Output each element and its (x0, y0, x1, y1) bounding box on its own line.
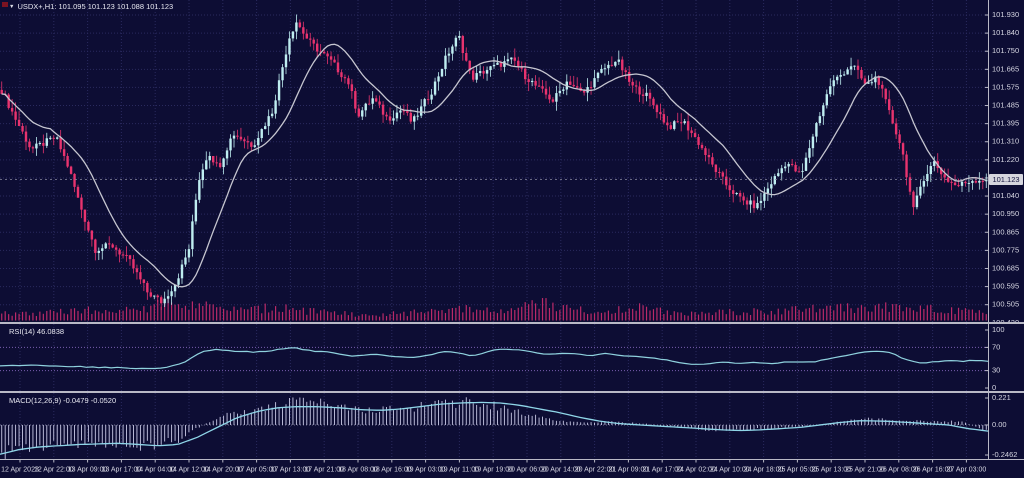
collapse-dropdown-icon[interactable]: ▼ (9, 3, 15, 10)
svg-text:24 Apr 18:00: 24 Apr 18:00 (744, 466, 784, 473)
svg-text:18 Apr 16:00: 18 Apr 16:00 (372, 466, 412, 473)
svg-text:101.040: 101.040 (992, 191, 1019, 200)
svg-text:26 Apr 16:00: 26 Apr 16:00 (913, 466, 953, 473)
svg-text:25 Apr 05:00: 25 Apr 05:00 (778, 466, 818, 473)
svg-text:13 Apr 09:00: 13 Apr 09:00 (68, 466, 108, 473)
svg-text:27 Apr 03:00: 27 Apr 03:00 (947, 466, 987, 473)
svg-text:12 Apr 2023: 12 Apr 2023 (1, 466, 39, 473)
svg-text:101.665: 101.665 (992, 64, 1019, 73)
svg-text:25 Apr 13:00: 25 Apr 13:00 (811, 466, 851, 473)
svg-text:21 Apr 09:00: 21 Apr 09:00 (609, 466, 649, 473)
svg-text:0.00: 0.00 (992, 420, 1007, 429)
svg-text:100.595: 100.595 (992, 282, 1019, 291)
chart-header: ▼ USDX+,H1: 101.095 101.123 101.088 101.… (9, 2, 173, 11)
symbol-ohlc-title: USDX+,H1: 101.095 101.123 101.088 101.12… (17, 2, 174, 11)
svg-text:26 Apr 08:00: 26 Apr 08:00 (879, 466, 919, 473)
svg-text:21 Apr 17:00: 21 Apr 17:00 (642, 466, 682, 473)
svg-text:100.865: 100.865 (992, 227, 1019, 236)
svg-text:13 Apr 17:00: 13 Apr 17:00 (102, 466, 142, 473)
svg-text:17 Apr 05:00: 17 Apr 05:00 (237, 466, 277, 473)
svg-text:19 Apr 11:00: 19 Apr 11:00 (440, 466, 479, 473)
svg-text:100.950: 100.950 (992, 209, 1019, 218)
svg-text:25 Apr 21:00: 25 Apr 21:00 (845, 466, 885, 473)
svg-text:0: 0 (992, 383, 996, 391)
svg-text:12 Apr 22:00: 12 Apr 22:00 (34, 466, 74, 473)
svg-text:101.930: 101.930 (992, 10, 1019, 19)
svg-text:-0.2462: -0.2462 (992, 450, 1017, 459)
svg-text:100.420: 100.420 (992, 318, 1019, 322)
svg-text:101.575: 101.575 (992, 82, 1019, 91)
svg-text:100: 100 (992, 325, 1005, 334)
panel-separator[interactable] (0, 322, 1024, 324)
svg-text:30: 30 (992, 366, 1000, 375)
svg-text:20 Apr 22:00: 20 Apr 22:00 (575, 466, 615, 473)
svg-text:24 Apr 10:00: 24 Apr 10:00 (710, 466, 750, 473)
svg-text:101.310: 101.310 (992, 137, 1019, 146)
macd-indicator-chart[interactable]: 0.221 0.00 -0.2462 (0, 393, 1024, 459)
main-price-chart[interactable]: 101.930 101.840 101.750 101.665 101.575 101.4… (0, 0, 1024, 322)
svg-text:100.775: 100.775 (992, 245, 1019, 254)
svg-text:20 Apr 06:00: 20 Apr 06:00 (507, 466, 547, 473)
svg-text:17 Apr 21:00: 17 Apr 21:00 (304, 466, 344, 473)
svg-text:101.840: 101.840 (992, 28, 1019, 37)
panel-separator (0, 459, 1024, 460)
svg-text:19 Apr 19:00: 19 Apr 19:00 (473, 466, 513, 473)
svg-text:14 Apr 12:00: 14 Apr 12:00 (169, 466, 209, 473)
svg-text:101.395: 101.395 (992, 119, 1019, 128)
svg-text:14 Apr 20:00: 14 Apr 20:00 (203, 466, 243, 473)
rsi-indicator-label: RSI(14) 46.0838 (9, 327, 65, 336)
panel-separator[interactable] (0, 391, 1024, 393)
svg-text:101.485: 101.485 (992, 101, 1019, 110)
svg-text:24 Apr 02:00: 24 Apr 02:00 (676, 466, 716, 473)
svg-text:19 Apr 03:00: 19 Apr 03:00 (406, 466, 446, 473)
svg-text:14 Apr 04:00: 14 Apr 04:00 (135, 466, 175, 473)
svg-text:17 Apr 13:00: 17 Apr 13:00 (271, 466, 311, 473)
window-corner-marker (2, 2, 8, 7)
svg-text:70: 70 (992, 342, 1000, 351)
macd-indicator-label: MACD(12,26,9) -0.0479 -0.0520 (9, 396, 117, 405)
rsi-indicator-chart[interactable]: 100 70 30 0 (0, 324, 1024, 391)
current-price-tag: 101.123 (989, 174, 1023, 185)
svg-text:100.685: 100.685 (992, 263, 1019, 272)
svg-text:20 Apr 14:00: 20 Apr 14:00 (541, 466, 581, 473)
svg-text:18 Apr 08:00: 18 Apr 08:00 (338, 466, 378, 473)
price-axis-border (988, 0, 989, 459)
svg-text:101.220: 101.220 (992, 155, 1019, 164)
svg-text:101.750: 101.750 (992, 46, 1019, 55)
svg-text:0.221: 0.221 (992, 393, 1011, 402)
svg-text:100.505: 100.505 (992, 300, 1019, 309)
